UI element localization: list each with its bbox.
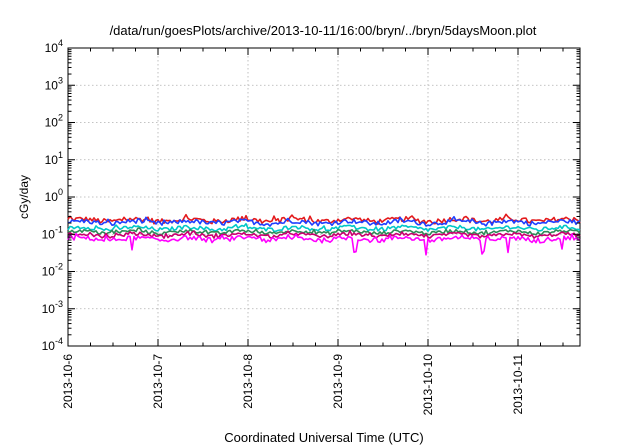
y-tick-label: 103 [45, 75, 63, 92]
x-tick-label: 2013-10-6 [61, 354, 75, 409]
series-line-5 [67, 232, 581, 256]
plot-area: 10-4 10-3 10-2 10-1 100 101 102 103 104 2013-10-… [42, 38, 581, 416]
y-tick-label: 10-4 [42, 336, 63, 353]
series-line-2 [67, 223, 581, 233]
y-tick-label: 10-1 [42, 224, 63, 241]
y-tick-label: 10-2 [42, 262, 63, 279]
series-line-1 [67, 215, 581, 227]
y-tick-label: 102 [45, 113, 63, 130]
y-tick-label: 104 [45, 38, 63, 55]
x-tick-label: 2013-10-9 [331, 354, 345, 409]
x-tick-label: 2013-10-8 [241, 354, 255, 409]
y-tick-label: 100 [45, 187, 63, 204]
series-line-3 [67, 227, 581, 236]
x-axis-label: Coordinated Universal Time (UTC) [224, 430, 423, 445]
y-axis-label: cGy/day [17, 175, 31, 219]
x-tick-label: 2013-10-10 [421, 354, 435, 416]
chart-title: /data/run/goesPlots/archive/2013-10-11/1… [110, 23, 537, 38]
y-axis: 10-4 10-3 10-2 10-1 100 101 102 103 104 [42, 38, 580, 353]
series-line-4 [67, 229, 581, 239]
x-tick-label: 2013-10-7 [151, 354, 165, 409]
x-axis: 2013-10-6 2013-10-7 2013-10-8 2013-10-9 2013… [61, 48, 564, 416]
grid [68, 48, 580, 346]
x-tick-label: 2013-10-11 [511, 354, 525, 415]
y-tick-label: 101 [45, 150, 63, 167]
y-tick-label: 10-3 [42, 299, 63, 316]
series-group [67, 213, 581, 256]
